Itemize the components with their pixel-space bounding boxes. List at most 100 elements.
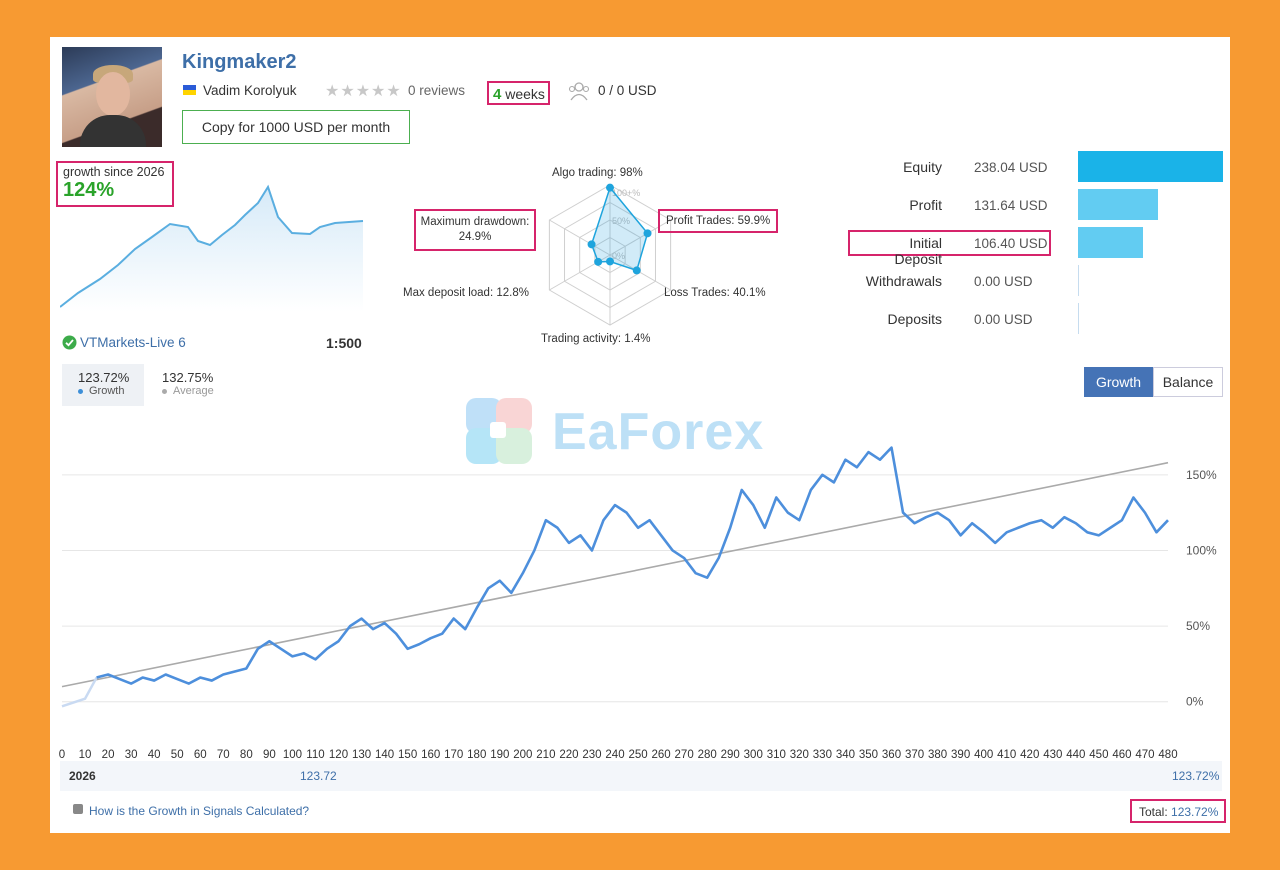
radar-drawdown-value: 24.9% (458, 231, 492, 243)
stat-bar (1078, 265, 1079, 296)
x-tick-label: 190 (490, 749, 509, 761)
growth-line-start (61, 676, 98, 708)
x-tick-label: 410 (997, 749, 1016, 761)
x-tick-label: 440 (1066, 749, 1085, 761)
x-tick-label: 260 (651, 749, 670, 761)
stat-row: Withdrawals 0.00 USD (840, 265, 1230, 305)
balance-toggle-button[interactable]: Balance (1153, 367, 1223, 397)
watermark-text: EaForex (552, 403, 765, 461)
radar-drawdown-box: Maximum drawdown: 24.9% (414, 209, 536, 251)
total-label: Total: (1139, 805, 1168, 819)
tab-average-label: Average (173, 385, 214, 397)
radar-point-algo (606, 183, 614, 192)
x-tick-label: 170 (444, 749, 463, 761)
help-icon (73, 804, 83, 814)
growth-summary: growth since 2026 124% (56, 161, 174, 207)
avatar-face (96, 72, 130, 116)
y-tick-label: 150% (1186, 468, 1217, 482)
x-tick-label: 40 (148, 749, 161, 761)
stat-label: Withdrawals (865, 273, 942, 289)
x-tick-label: 160 (421, 749, 440, 761)
radar-point-loss (632, 266, 641, 275)
x-tick-label: 370 (905, 749, 924, 761)
stat-row: Equity 238.04 USD (840, 151, 1230, 191)
tab-average[interactable]: 132.75% Average (146, 364, 228, 406)
x-tick-label: 460 (1112, 749, 1131, 761)
mini-growth-chart (60, 184, 364, 312)
x-tick-label: 400 (974, 749, 993, 761)
radar-axis (609, 219, 671, 256)
tab-growth[interactable]: 123.72% Growth (62, 364, 144, 406)
stat-row: Initial Deposit 106.40 USD (840, 227, 1230, 267)
total-box: Total: 123.72% (1130, 799, 1226, 823)
radar-point-profit (643, 229, 652, 238)
reviews-link[interactable]: 0 reviews (408, 83, 466, 98)
x-tick-label: 430 (1043, 749, 1062, 761)
radar-point-deposit_load (594, 257, 603, 266)
stat-row: Profit 131.64 USD (840, 189, 1230, 229)
subscribers-value: 0 / 0 USD (598, 83, 657, 98)
x-tick-label: 210 (536, 749, 555, 761)
tab-average-value: 132.75% (162, 370, 214, 385)
author-link[interactable]: Vadim Korolyuk (203, 83, 297, 98)
y-tick-label: 50% (1186, 619, 1210, 633)
x-tick-label: 120 (329, 749, 348, 761)
average-dot-icon (162, 389, 167, 394)
copy-button[interactable]: Copy for 1000 USD per month (182, 110, 410, 144)
stat-label: Profit (909, 197, 942, 213)
x-tick-label: 180 (467, 749, 486, 761)
x-tick-label: 80 (240, 749, 253, 761)
total-value: 123.72% (1171, 805, 1219, 819)
x-tick-label: 480 (1158, 749, 1177, 761)
x-tick-label: 220 (559, 749, 578, 761)
signal-card: Kingmaker2 Vadim Korolyuk ★★★★★ 0 review… (50, 37, 1230, 833)
x-tick-label: 0 (59, 749, 65, 761)
watermark-logo-icon (466, 398, 532, 464)
radar-scale-0: 0% (612, 251, 625, 261)
x-tick-label: 130 (352, 749, 371, 761)
tab-growth-label: Growth (89, 385, 125, 397)
x-tick-label: 330 (813, 749, 832, 761)
x-tick-label: 390 (951, 749, 970, 761)
x-tick-label: 470 (1135, 749, 1154, 761)
x-tick-label: 20 (102, 749, 115, 761)
x-tick-label: 420 (1020, 749, 1039, 761)
radar-axis (609, 254, 671, 291)
x-tick-label: 360 (882, 749, 901, 761)
radar-area (590, 186, 649, 272)
stat-bar (1078, 151, 1223, 182)
tab-growth-value: 123.72% (78, 370, 130, 385)
stat-label: Equity (903, 159, 942, 175)
x-tick-label: 50 (171, 749, 184, 761)
radar-scale-100: 100+% (612, 188, 640, 198)
radar-scale-50: 50% (612, 216, 630, 226)
x-tick-label: 340 (836, 749, 855, 761)
stat-value: 131.64 USD (974, 198, 1048, 213)
growth-chart: 0% 50% 100% 150% 0 10 20 30 40 50 60 70 80 90 100 110 12… (59, 446, 1217, 761)
avatar[interactable] (62, 47, 162, 147)
radar-chart: 100+% 50% 0% (548, 183, 672, 326)
x-tick-label: 450 (1089, 749, 1108, 761)
x-tick-label: 100 (283, 749, 302, 761)
x-tick-label: 280 (698, 749, 717, 761)
stat-label: Initial Deposit (894, 235, 942, 267)
stat-bar (1078, 303, 1079, 334)
growth-toggle-button[interactable]: Growth (1084, 367, 1153, 397)
radar-loss-label: Loss Trades: 40.1% (664, 287, 766, 299)
radar-profit-label: Profit Trades: 59.9% (658, 209, 779, 233)
rating-stars-icon: ★★★★★ (325, 83, 402, 100)
radar-activity-label: Trading activity: 1.4% (541, 333, 651, 345)
signal-name[interactable]: Kingmaker2 (182, 51, 297, 73)
radar-axis (549, 219, 611, 256)
growth-label: growth since 2026 (63, 165, 165, 179)
broker-link[interactable]: VTMarkets-Live 6 (80, 335, 186, 350)
x-tick-label: 140 (375, 749, 394, 761)
radar-deposit-load-label: Max deposit load: 12.8% (403, 287, 529, 299)
highlight-box (848, 230, 1051, 256)
x-tick-label: 70 (217, 749, 230, 761)
help-link[interactable]: How is the Growth in Signals Calculated? (89, 804, 310, 818)
avatar-shirt (80, 115, 146, 147)
y-tick-label: 0% (1186, 695, 1204, 709)
average-line (61, 461, 1169, 688)
x-tick-label: 270 (675, 749, 694, 761)
